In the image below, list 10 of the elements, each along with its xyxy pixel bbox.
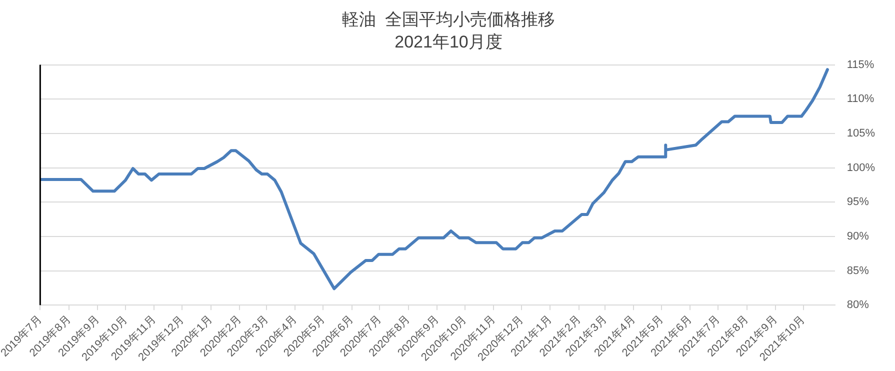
y-tick-label: 115%: [846, 58, 874, 71]
chart-title: 軽油 全国平均小売価格推移: [342, 10, 556, 29]
y-tick-label: 105%: [846, 128, 876, 140]
y-tick-label: 90%: [846, 230, 870, 243]
y-tick-label: 95%: [846, 196, 870, 208]
y-tick-label: 80%: [846, 299, 870, 312]
y-tick-label: 85%: [846, 264, 870, 277]
chart-subtitle: 2021年10月度: [394, 32, 502, 52]
y-tick-label: 110%: [846, 93, 874, 106]
y-tick-label: 100%: [846, 162, 876, 174]
